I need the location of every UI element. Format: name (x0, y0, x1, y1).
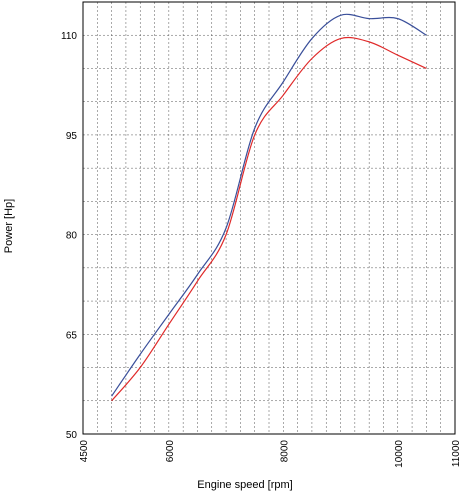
x-tick-label: 6000 (165, 440, 176, 463)
tick-labels: 50 65 80 95 110 4500 6000 8000 10000 11000 (61, 31, 462, 468)
series-line-2 (111, 36, 427, 402)
y-tick-label: 50 (66, 430, 78, 441)
y-tick-label: 65 (66, 330, 78, 341)
series-lines (111, 13, 427, 402)
x-tick-label: 4500 (79, 440, 90, 463)
x-tick-label: 10000 (394, 440, 405, 468)
y-tick-label: 110 (61, 31, 77, 42)
y-axis-label: Power [Hp] (3, 199, 15, 253)
x-tick-label: 11000 (451, 440, 462, 468)
grid (83, 2, 455, 434)
plot-frame (82, 1, 456, 435)
series-line-1 (111, 13, 427, 397)
y-tick-label: 80 (66, 231, 78, 242)
x-axis-label: Engine speed [rpm] (197, 479, 292, 491)
x-tick-label: 8000 (279, 440, 290, 463)
y-tick-label: 95 (66, 131, 78, 142)
